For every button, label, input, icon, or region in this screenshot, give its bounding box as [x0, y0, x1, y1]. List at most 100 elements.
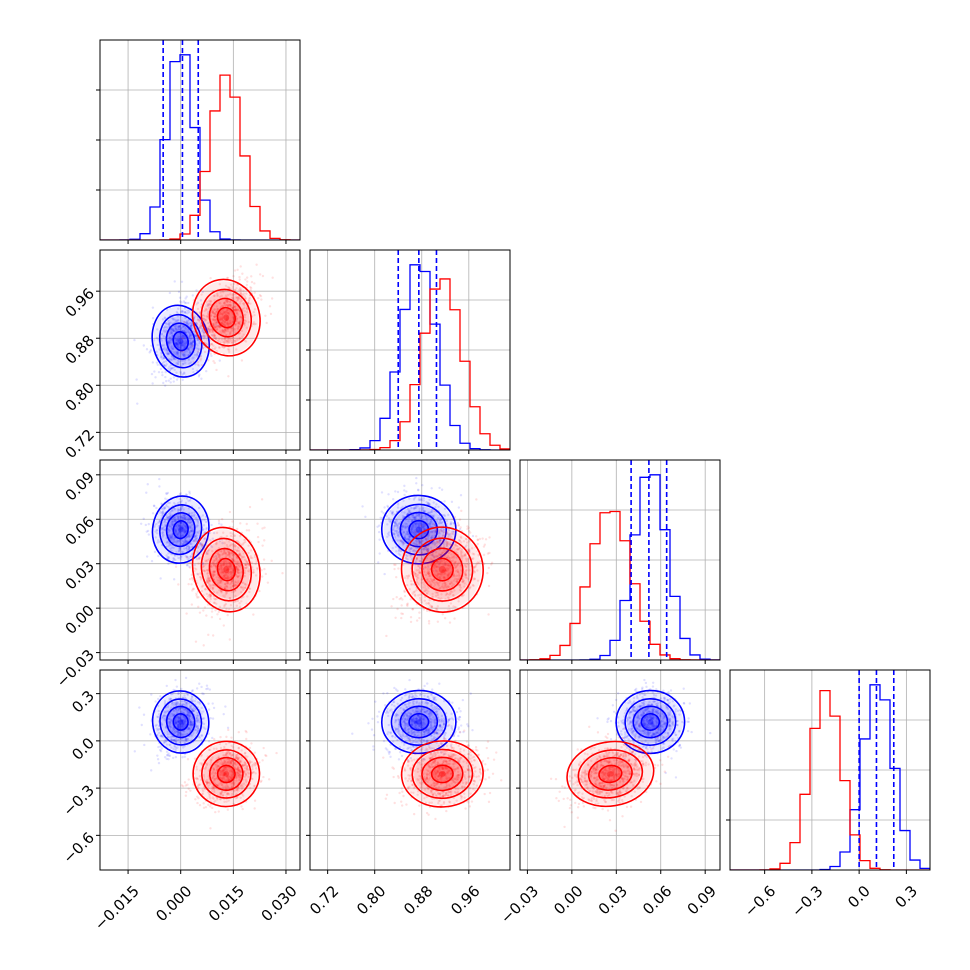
- scatter-point: [243, 582, 247, 586]
- scatter-point: [172, 318, 176, 321]
- scatter-point: [207, 633, 210, 637]
- scatter-point: [164, 370, 167, 374]
- scatter-point: [228, 608, 231, 611]
- scatter-point: [225, 568, 228, 572]
- scatter-point: [155, 528, 158, 532]
- scatter-point: [177, 528, 181, 531]
- scatter-point: [177, 515, 180, 519]
- scatter-point: [176, 352, 180, 355]
- scatter-point: [182, 516, 185, 520]
- scatter-point: [169, 536, 173, 540]
- scatter-point: [183, 352, 186, 355]
- scatter-point: [207, 593, 211, 597]
- scatter-point: [225, 591, 228, 595]
- scatter-point: [396, 490, 400, 494]
- scatter-point: [177, 550, 181, 553]
- scatter-point: [183, 755, 187, 759]
- scatter-point: [214, 324, 218, 327]
- scatter-point: [194, 334, 197, 337]
- scatter-point: [191, 340, 195, 343]
- scatter-point: [180, 280, 184, 284]
- scatter-point: [228, 562, 232, 565]
- scatter-point: [236, 560, 239, 563]
- scatter-point: [415, 528, 418, 531]
- contour-series-1: [200, 537, 252, 602]
- scatter-point: [244, 540, 247, 544]
- scatter-point: [176, 319, 179, 322]
- scatter-point: [190, 341, 194, 344]
- scatter-point: [212, 344, 215, 347]
- scatter-point: [180, 516, 184, 520]
- scatter-point: [242, 302, 245, 305]
- scatter-point: [175, 342, 179, 346]
- scatter-point: [180, 551, 183, 554]
- scatter-point: [175, 551, 178, 554]
- scatter-point: [221, 317, 224, 320]
- scatter-point: [165, 503, 168, 506]
- scatter-point: [214, 570, 217, 573]
- scatter-point: [228, 553, 231, 556]
- scatter-point: [188, 351, 192, 354]
- scatter-point: [191, 530, 194, 533]
- scatter-point: [408, 510, 411, 514]
- scatter-point: [183, 345, 186, 348]
- scatter-point: [174, 320, 177, 324]
- scatter-point: [185, 321, 189, 325]
- scatter-point: [230, 557, 234, 560]
- scatter-point: [180, 506, 183, 510]
- scatter-point: [247, 569, 250, 573]
- scatter-point: [173, 280, 176, 283]
- scatter-point: [215, 310, 218, 314]
- scatter-point: [181, 525, 184, 528]
- scatter-point: [212, 315, 216, 318]
- scatter-point: [161, 528, 164, 531]
- scatter-point: [209, 325, 212, 328]
- scatter-point: [399, 596, 403, 600]
- contour-series-1: [208, 297, 244, 338]
- scatter-point: [184, 541, 187, 544]
- scatter-point: [453, 515, 457, 519]
- scatter-point: [396, 607, 399, 611]
- scatter-point: [176, 533, 179, 537]
- scatter-point: [181, 516, 185, 520]
- scatter-point: [171, 509, 174, 513]
- scatter-point: [259, 294, 263, 298]
- scatter-point: [169, 359, 173, 362]
- scatter-point: [189, 335, 192, 338]
- scatter-point: [227, 576, 231, 580]
- scatter-point: [223, 549, 226, 553]
- scatter-point: [208, 579, 211, 583]
- scatter-point: [223, 605, 226, 608]
- scatter-point: [195, 335, 198, 339]
- scatter-point: [177, 517, 180, 521]
- scatter-point: [173, 357, 176, 361]
- scatter-point: [228, 287, 231, 290]
- scatter-point: [224, 576, 227, 580]
- scatter-point: [234, 574, 238, 577]
- scatter-point: [220, 566, 223, 569]
- scatter-point: [171, 318, 175, 321]
- scatter-point: [178, 526, 182, 530]
- scatter-point: [201, 328, 205, 332]
- scatter-point: [211, 318, 215, 322]
- scatter-point: [220, 535, 223, 539]
- scatter-point: [390, 549, 393, 553]
- scatter-point: [231, 285, 234, 288]
- scatter-point: [209, 717, 212, 720]
- scatter-point: [191, 578, 194, 581]
- scatter-point: [436, 620, 440, 623]
- scatter-point: [192, 340, 195, 344]
- scatter-point: [181, 343, 185, 347]
- scatter-point: [169, 357, 172, 361]
- density-level: [223, 314, 230, 321]
- scatter-point: [228, 555, 231, 559]
- scatter-point: [221, 319, 225, 322]
- scatter-point: [245, 529, 249, 532]
- scatter-point: [213, 315, 216, 318]
- scatter-point: [159, 356, 163, 359]
- scatter-point: [172, 376, 176, 379]
- scatter-point: [434, 506, 437, 509]
- scatter-point: [213, 573, 217, 577]
- scatter-point: [189, 361, 193, 364]
